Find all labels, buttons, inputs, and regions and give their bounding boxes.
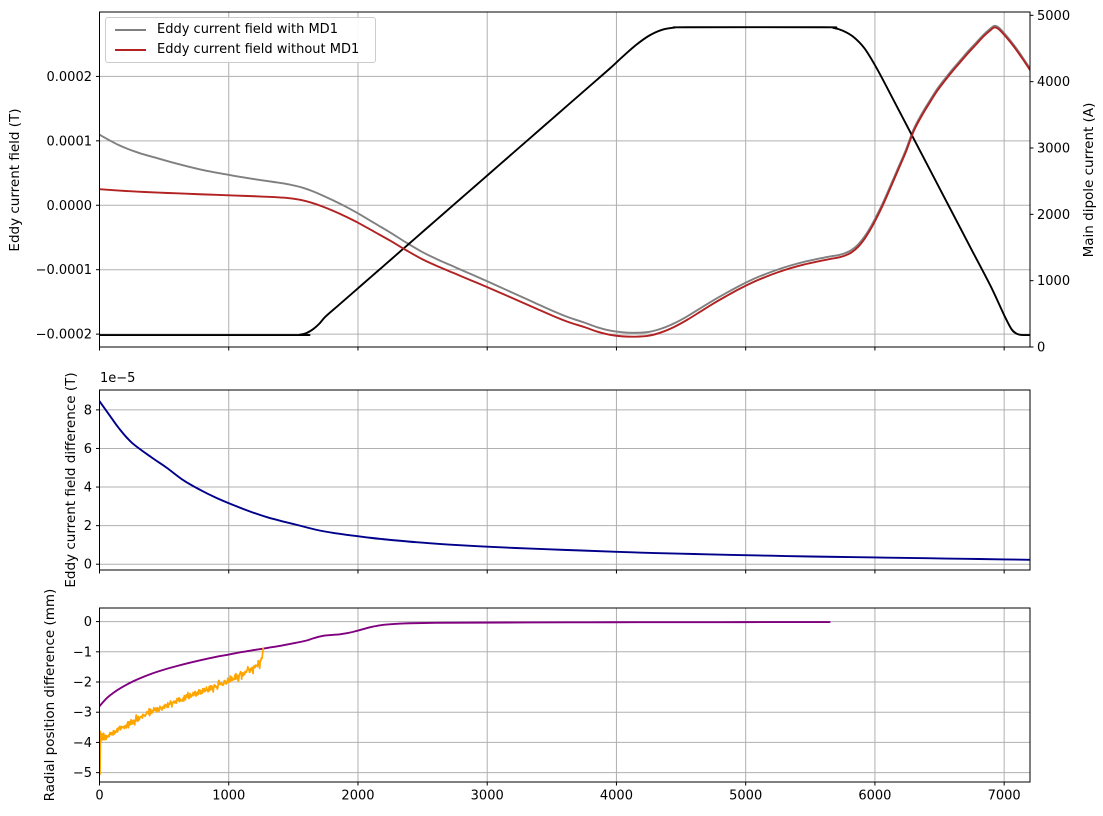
middle-axes-frame: 0 2 4 6 8: [84, 389, 1031, 574]
middle-axis-label: Eddy current field difference (T): [63, 372, 79, 588]
top-left-axis-label: Eddy current field (T): [7, 107, 23, 252]
y-tick-label: 2: [84, 519, 92, 534]
x-tick-label: 3000: [471, 789, 504, 804]
y-tick-label: 8: [84, 403, 92, 418]
x-tick-label: 2000: [341, 789, 374, 804]
y-tick-label: −0.0002: [36, 328, 92, 343]
legend-line-sample-gray: [115, 29, 146, 32]
y-tick-label: 0: [84, 558, 92, 573]
legend: Eddy current field with MD1 Eddy current…: [105, 17, 376, 63]
y-tick-label: 6: [84, 442, 92, 457]
y-tick-label: 4: [84, 481, 92, 496]
top-spines: [99, 11, 1031, 348]
y2-tick-label: 3000: [1037, 141, 1070, 156]
radial-position-difference-smooth-line: [99, 621, 831, 708]
y2-tick-label: 5000: [1037, 9, 1070, 24]
top-axes-frame: 0.0002 0.0001 0.0000 −0.0001 −0.0002 0 1000 200…: [36, 9, 1070, 356]
y-tick-label: −1: [73, 645, 92, 660]
x-tick-label: 4000: [600, 789, 633, 804]
y-tick-label: −4: [73, 736, 92, 751]
legend-label: Eddy current field without MD1: [157, 41, 360, 57]
bottom-grid: [99, 608, 1030, 782]
legend-line-sample-red: [115, 48, 146, 51]
middle-spines: [99, 389, 1031, 571]
x-tick-label: 5000: [729, 789, 762, 804]
y-tick-label: −5: [73, 766, 92, 781]
y-tick-label: 0: [84, 615, 92, 630]
y2-tick-label: 0: [1037, 341, 1045, 356]
middle-grid: [99, 390, 1030, 570]
y-tick-label: 0.0001: [47, 134, 93, 149]
eddy-current-field-with-md1-line: [99, 24, 1030, 334]
x-tick-label: 1000: [212, 789, 245, 804]
y-tick-label: −2: [73, 676, 92, 691]
y-tick-label: −3: [73, 706, 92, 721]
bottom-axis-label: Radial position difference (mm): [42, 588, 58, 802]
y-tick-label: 0.0002: [47, 70, 93, 85]
top-grid: [99, 12, 1030, 347]
top-right-axis-label: Main dipole current (A): [1081, 102, 1097, 257]
radial-position-difference-measured-line: [99, 647, 264, 775]
x-tick-label: 0: [95, 789, 103, 804]
main-dipole-current-line: [99, 26, 1030, 337]
y-tick-label: 0.0000: [47, 199, 93, 214]
legend-item: Eddy current field without MD1: [115, 42, 366, 58]
legend-label: Eddy current field with MD1: [157, 22, 338, 38]
x-tick-label: 7000: [988, 789, 1021, 804]
eddy-current-field-without-md1-line: [99, 26, 1030, 338]
bottom-spines: [99, 607, 1031, 783]
y2-tick-label: 1000: [1037, 274, 1070, 289]
legend-item: Eddy current field with MD1: [115, 22, 366, 38]
bottom-axes-frame: 0 1000 2000 3000 4000 5000 6000 7000 0 −1 −2 −3 −4 −5: [73, 607, 1031, 804]
x-tick-label: 6000: [858, 789, 891, 804]
y-tick-label: −0.0001: [36, 263, 92, 278]
eddy-current-field-difference-line: [99, 400, 1030, 561]
middle-offset-text: 1e−5: [100, 371, 136, 386]
y2-tick-label: 4000: [1037, 75, 1070, 90]
y2-tick-label: 2000: [1037, 208, 1070, 223]
